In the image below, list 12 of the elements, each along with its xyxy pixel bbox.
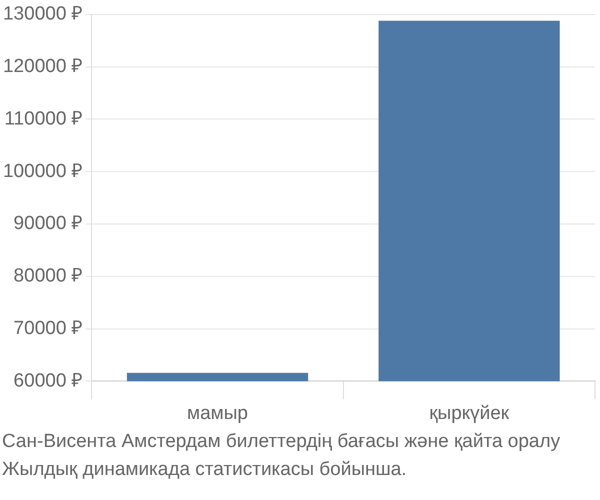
y-tick-label: 60000 ₽ bbox=[14, 370, 83, 392]
y-tick-label: 120000 ₽ bbox=[2, 56, 83, 78]
y-tick-label: 100000 ₽ bbox=[2, 160, 83, 182]
y-tick-label: 130000 ₽ bbox=[2, 4, 83, 25]
y-tick-label: 70000 ₽ bbox=[14, 318, 83, 340]
text: Сан-Висента Амстердам билеттердің бағасы және қайта оралу bbox=[1, 430, 562, 454]
x-tick-label: қыркүйек bbox=[429, 402, 510, 424]
y-tick-label: 80000 ₽ bbox=[14, 266, 83, 287]
text: Жылдық динамикада статистикасы бойынша. bbox=[1, 458, 408, 482]
y-tick-label: 110000 ₽ bbox=[4, 108, 83, 130]
y-tick-label: 90000 ₽ bbox=[14, 213, 83, 234]
x-tick-label: мамыр bbox=[187, 402, 248, 424]
